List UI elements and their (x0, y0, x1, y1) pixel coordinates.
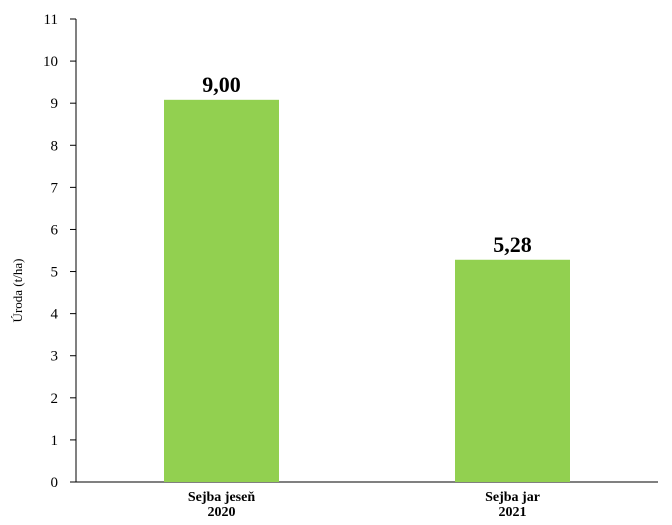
y-tick-label: 9 (51, 96, 59, 112)
y-tick-label: 11 (44, 12, 58, 28)
y-tick-label: 1 (51, 433, 59, 449)
y-tick-label: 6 (51, 222, 59, 238)
y-tick-label: 0 (51, 475, 59, 491)
y-tick-label: 5 (51, 265, 59, 281)
category-label-2: 2021 (499, 505, 527, 520)
bar-2 (455, 259, 570, 482)
data-label-2: 5,28 (493, 232, 532, 257)
axes (75, 19, 658, 483)
bars (164, 99, 570, 482)
data-labels: 9,00 5,28 (202, 72, 532, 257)
y-tick-label: 3 (51, 349, 59, 365)
data-label-1: 9,00 (202, 72, 241, 97)
y-tick-label: 7 (51, 180, 59, 196)
y-tick-label: 4 (51, 307, 59, 323)
category-label-2: Sejba jar (485, 490, 540, 505)
y-axis-title: Úroda (t/ha) (10, 259, 25, 323)
bar-1 (164, 99, 279, 482)
y-axis-ticks: 0 1 2 3 4 5 6 7 8 9 10 11 (43, 12, 76, 491)
y-tick-label: 10 (43, 54, 58, 70)
y-tick-label: 8 (51, 138, 59, 154)
category-label-1: 2020 (208, 505, 236, 520)
category-label-1: Sejba jeseň (188, 490, 255, 505)
y-tick-label: 2 (51, 391, 59, 407)
